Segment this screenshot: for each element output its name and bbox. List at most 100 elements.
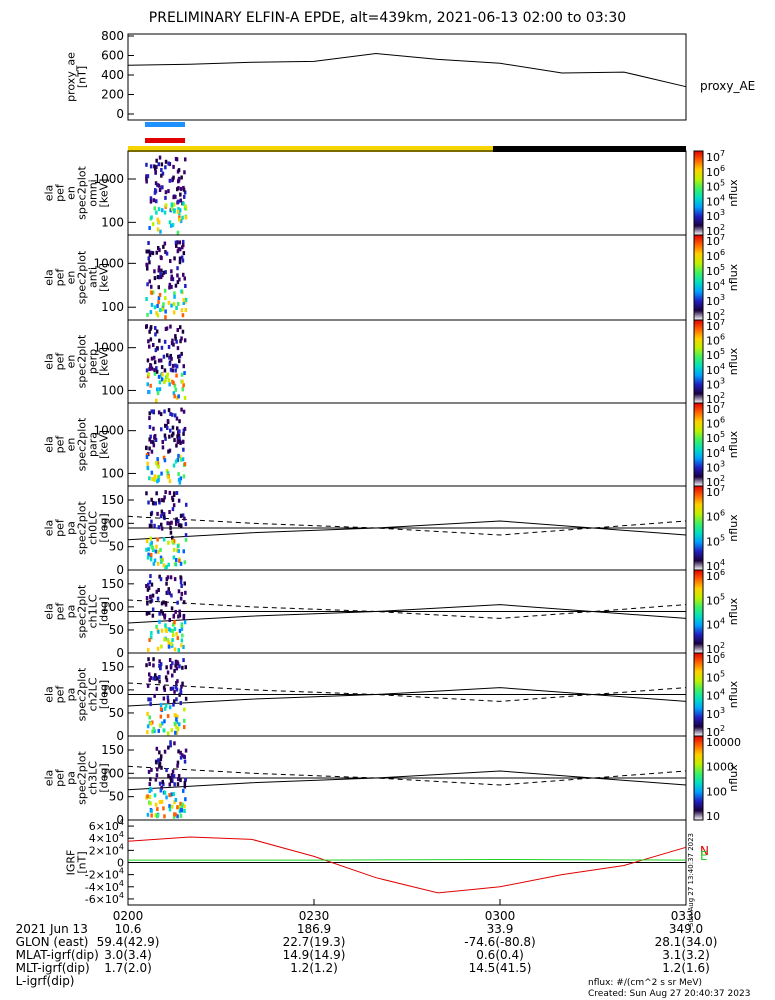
legend-n: N: [700, 844, 709, 858]
spectrogram-cell: [159, 757, 163, 762]
spectrogram-cell: [180, 407, 183, 412]
spectrogram-cell: [177, 354, 180, 359]
spectrogram-cell: [148, 260, 151, 265]
spectrogram-cell: [183, 781, 187, 785]
spectrogram-cell: [181, 215, 184, 220]
spectrogram-cell: [168, 804, 171, 809]
spectrogram-cell: [177, 614, 180, 619]
anti-loss-cone-dashed: [127, 765, 687, 786]
spectrogram-cell: [168, 705, 172, 710]
spectrogram-cell: [168, 521, 172, 526]
spectrogram-cell: [184, 204, 187, 209]
spectrogram-cell: [184, 748, 188, 753]
spectrogram-cell: [182, 431, 185, 436]
y-tick-label: -4×104: [85, 879, 124, 894]
spectrogram-cell: [169, 665, 173, 670]
spectrogram-cell: [174, 812, 177, 817]
colorbar-1: [693, 150, 704, 236]
spectrogram-cell: [149, 777, 152, 782]
spectrogram-cell: [176, 437, 180, 442]
spectrogram-cell: [171, 661, 174, 666]
spectrogram-cell: [169, 743, 172, 748]
spectrogram-cell: [182, 439, 185, 444]
spectrogram-cell: [149, 434, 152, 439]
spectrogram-cell: [169, 208, 172, 213]
y-axis-label: ela: [43, 436, 56, 453]
spectrogram-cell: [178, 217, 181, 222]
spectrogram-cell: [182, 600, 186, 605]
spectrogram-cell: [172, 302, 176, 307]
spectrogram-cell: [183, 190, 187, 195]
spectrogram-cell: [161, 208, 164, 213]
spectrogram-cell: [151, 251, 155, 256]
spectrogram-cell: [155, 544, 158, 549]
spectrogram-cell: [177, 519, 180, 523]
spectrogram-cell: [149, 164, 153, 169]
y-axis-label: pa: [65, 688, 78, 702]
spectrogram-cell: [181, 387, 184, 392]
spectrogram-cell: [157, 474, 161, 479]
colorbar-6: [693, 569, 704, 654]
spectrogram-cell: [154, 348, 158, 353]
spectrogram-cell: [149, 383, 152, 388]
spectrogram-cell: [156, 227, 160, 232]
spectrogram-cell: [154, 802, 158, 807]
spectrogram-cell: [172, 702, 175, 707]
y-axis-label: spec2plot: [76, 667, 89, 721]
spectrogram-cell: [183, 718, 186, 723]
anti-loss-cone-dashed: [127, 682, 687, 702]
spectrogram-cell: [171, 507, 175, 512]
spectrogram-cell: [175, 717, 178, 722]
spectrogram-cell: [145, 584, 148, 588]
spectrogram-cell: [155, 369, 159, 374]
spectrogram-cell: [170, 520, 173, 525]
spectrogram-cell: [145, 262, 148, 267]
spectrogram-cell: [150, 552, 153, 557]
y-axis-label: spec2plot: [76, 166, 89, 220]
spectrogram-cell: [171, 622, 175, 627]
spectrogram-cell: [163, 637, 166, 642]
spectrogram-cell: [168, 220, 172, 225]
y-tick-label: -6×104: [85, 891, 124, 906]
spectrogram-cell: [149, 595, 152, 599]
spectrogram-cell: [169, 367, 173, 372]
colorbar-title: nflux: [727, 514, 740, 542]
y-axis-label: ela: [43, 770, 56, 787]
spectrogram-cell: [170, 606, 174, 611]
spectrogram-cell: [181, 753, 184, 758]
spectrogram-cell: [157, 410, 161, 415]
colorbar-tick-label: 104: [706, 362, 725, 377]
spectrogram-cell: [164, 703, 168, 708]
colorbar-title: nflux: [727, 263, 740, 291]
spectrogram-cell: [154, 332, 157, 337]
spectrogram-cell: [150, 366, 154, 371]
spectrogram-cell: [184, 797, 187, 802]
spectrogram-cell: [174, 363, 177, 368]
colorbar-tick-label: 104: [706, 445, 725, 460]
spectrogram-cell: [154, 438, 158, 442]
side-stamp: Sun Aug 27 13:40:37 2023: [687, 833, 695, 927]
spectrogram-cell: [183, 396, 187, 400]
spectrogram-cell: [179, 192, 182, 197]
igrf-n-line: [127, 836, 687, 894]
spectrogram-cell: [171, 425, 175, 430]
spectrogram-cell: [148, 678, 151, 683]
spectrogram-cell: [152, 726, 155, 731]
colorbar-tick-label: 106: [706, 416, 725, 431]
spectrogram-cell: [156, 561, 160, 566]
y-tick-label: 0: [116, 813, 124, 827]
spectrogram-cell: [169, 775, 172, 780]
spectrogram-cell: [175, 521, 178, 526]
spectrogram-cell: [165, 581, 168, 586]
anti-loss-cone-dashed: [127, 599, 687, 619]
spectrogram-cell: [173, 721, 177, 726]
spectrogram-cell: [179, 701, 182, 706]
spectrogram-cell: [180, 336, 183, 341]
colorbar-7: [693, 652, 704, 737]
colorbar-tick-label: 105: [706, 263, 725, 278]
spectrogram-cell: [182, 474, 186, 479]
spectrogram-cell: [182, 788, 185, 793]
spectrogram-cell: [145, 445, 148, 450]
spectrogram-cell: [162, 685, 166, 690]
y-axis-label: ela: [43, 269, 56, 286]
